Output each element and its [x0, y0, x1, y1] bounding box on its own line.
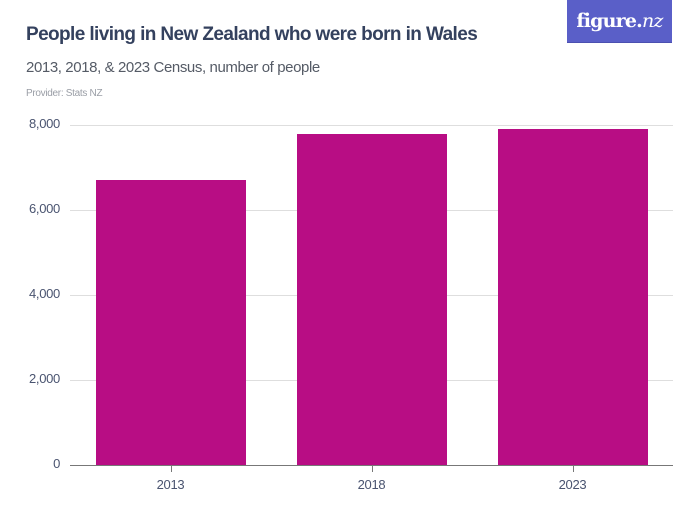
figure-nz-logo[interactable]: figure. nz — [567, 0, 672, 43]
x-axis-line — [70, 465, 673, 466]
logo-text-main: figure. — [576, 10, 642, 32]
gridline — [70, 125, 673, 126]
y-tick-label: 8,000 — [28, 116, 60, 131]
y-tick-label: 0 — [53, 456, 60, 471]
logo-text-suffix: nz — [641, 10, 663, 32]
x-tick-label: 2013 — [156, 477, 185, 492]
x-tick-label: 2018 — [357, 477, 386, 492]
bar-2018[interactable] — [296, 133, 447, 465]
y-tick-label: 2,000 — [28, 371, 60, 386]
x-tick-label: 2023 — [558, 477, 587, 492]
bar-2013[interactable] — [95, 179, 246, 465]
x-tick — [171, 466, 172, 472]
y-tick-label: 4,000 — [28, 286, 60, 301]
y-tick-label: 6,000 — [28, 201, 60, 216]
chart-subtitle: 2013, 2018, & 2023 Census, number of peo… — [26, 59, 320, 76]
bar-2023[interactable] — [497, 128, 648, 465]
x-tick — [573, 466, 574, 472]
x-tick — [372, 466, 373, 472]
chart-title: People living in New Zealand who were bo… — [26, 24, 478, 45]
provider-label: Provider: Stats NZ — [26, 88, 103, 99]
